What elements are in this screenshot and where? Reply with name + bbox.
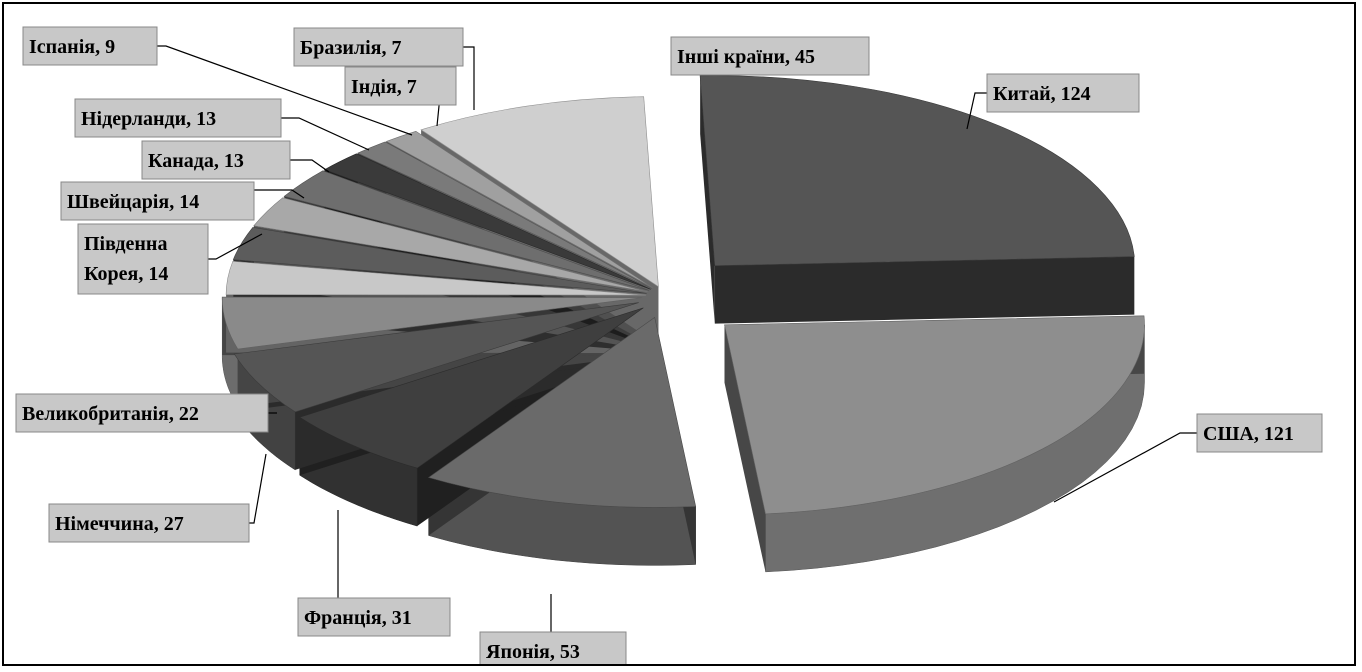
data-label-text: Бразилія, 7 [300, 37, 402, 59]
data-label: Індія, 7 [344, 66, 457, 106]
data-label-text: Канада, 13 [148, 150, 244, 172]
data-label-text: Великобританія, 22 [22, 403, 199, 425]
slice-cut-face-1-1 [724, 324, 766, 572]
leader-line-1 [1053, 432, 1197, 503]
slice-Інші країни [420, 96, 659, 288]
data-label-text: Південна [84, 233, 167, 255]
data-label-text: США, 121 [1203, 423, 1294, 445]
data-label-box [22, 26, 158, 66]
leader-line-6 [208, 233, 263, 260]
data-label-text: Швейцарія, 14 [67, 191, 199, 213]
slice-Нідерланди [283, 170, 650, 291]
slice-Китай [699, 75, 1135, 267]
data-label-box [670, 36, 870, 76]
leader-line-4 [249, 453, 267, 524]
data-label: Канада, 13 [141, 140, 291, 180]
slice-США [724, 315, 1145, 515]
slice-cut-face-0-1 [714, 256, 1135, 324]
leader-line-8 [290, 159, 330, 173]
data-label-box [297, 597, 451, 637]
slice-Японія [427, 316, 697, 508]
data-label: Німеччина, 27 [48, 503, 250, 543]
data-label-box [986, 73, 1140, 113]
leader-line-10 [157, 45, 413, 136]
data-labels-group: Китай, 124 США, 121 Японія, 53 Франція, 31 Н… [15, 26, 1323, 664]
slice-Швейцарія [232, 227, 647, 294]
data-label: США, 121 [1196, 413, 1323, 453]
data-label-box [344, 66, 457, 106]
pie-chart: Китай, 124 США, 121 Японія, 53 Франція, 31 Н… [15, 26, 1323, 664]
slice-Франція [299, 307, 644, 469]
data-label-box [479, 631, 627, 664]
data-label-box [293, 27, 464, 67]
data-label: Нідерланди, 13 [74, 98, 282, 138]
data-label-box [74, 98, 282, 138]
data-label: Великобританія, 22 [15, 393, 269, 433]
slice-cut-face-0-0 [700, 75, 715, 324]
data-label-box [77, 223, 209, 295]
data-label-text: Інші країни, 45 [677, 46, 815, 68]
data-label-text: Індія, 7 [351, 76, 417, 98]
data-label-text: Нідерланди, 13 [81, 108, 216, 130]
leader-line-9 [281, 117, 370, 151]
data-label-text: Німеччина, 27 [55, 513, 184, 535]
data-label-box [141, 140, 291, 180]
data-label: Китай, 124 [986, 73, 1140, 113]
data-label-box [15, 393, 269, 433]
slice-Бразилія [385, 130, 654, 289]
data-label: Інші країни, 45 [670, 36, 870, 76]
data-label-text: Китай, 124 [993, 83, 1091, 105]
slice-Великобританія [221, 296, 643, 350]
data-label: Бразилія, 7 [293, 27, 464, 67]
slice-Південна Корея [225, 260, 647, 296]
data-label-box [60, 181, 255, 221]
leader-lines-group [157, 45, 1197, 632]
data-label-text: Японія, 53 [486, 641, 580, 663]
data-label-box [1196, 413, 1323, 453]
data-label-text: Іспанія, 9 [29, 36, 115, 58]
leader-line-12 [463, 46, 475, 110]
slice-Канада [253, 197, 648, 293]
slice-tops-group [221, 75, 1145, 515]
data-label: Японія, 53 [479, 631, 627, 664]
data-label: Франція, 31 [297, 597, 451, 637]
slice-Індія [356, 141, 653, 289]
data-label: Іспанія, 9 [22, 26, 158, 66]
slice-Іспанія [323, 153, 651, 290]
leader-line-0 [966, 92, 987, 130]
data-label: Південна Корея, 14 [77, 223, 209, 295]
leader-line-7 [254, 189, 305, 199]
data-label: Швейцарія, 14 [60, 181, 255, 221]
data-label-text: Франція, 31 [304, 607, 412, 629]
data-label-box [48, 503, 250, 543]
data-label-text: Корея, 14 [84, 263, 168, 285]
slice-Німеччина [233, 302, 639, 413]
